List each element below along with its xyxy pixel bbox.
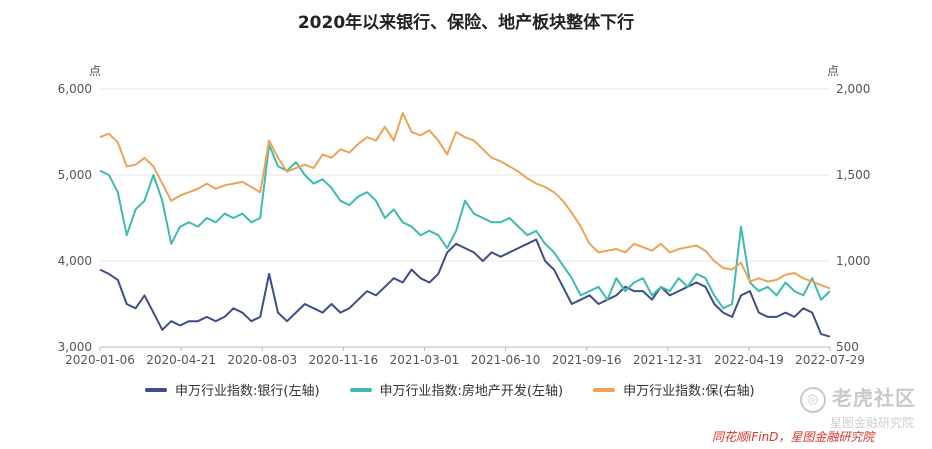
tiger-logo-icon: ◎: [800, 386, 826, 413]
left-tick-label: 6,000: [58, 82, 92, 96]
left-tick-label: 5,000: [58, 168, 92, 182]
x-tick-label: 2020-04-21: [146, 353, 216, 367]
series-line-real-estate: [99, 143, 831, 310]
legend-item-real-estate[interactable]: 申万行业指数:房地产开发(左轴): [349, 380, 564, 399]
x-tick-label: 2020-08-03: [227, 353, 297, 367]
x-tick-label: 2021-12-31: [633, 353, 703, 367]
right-tick-label: 500: [836, 340, 859, 354]
series-line-insurance: [99, 112, 831, 290]
watermark-text: 老虎社区: [832, 386, 916, 410]
x-tick-label: 2020-01-06: [65, 353, 135, 367]
x-tick-label: 2021-06-10: [471, 353, 541, 367]
left-axis-unit: 点: [89, 64, 101, 78]
right-tick-label: 1,000: [836, 254, 870, 268]
legend-label-real-estate: 申万行业指数:房地产开发(左轴): [379, 384, 564, 399]
watermark: ◎ 老虎社区: [800, 382, 916, 413]
legend-label-bank: 申万行业指数:银行(左轴): [175, 384, 320, 399]
right-axis-unit: 点: [827, 64, 839, 78]
chart-legend: 申万行业指数:银行(左轴) 申万行业指数:房地产开发(左轴) 申万行业指数:保(…: [145, 380, 755, 399]
source-note: 同花顺iFinD，星图金融研究院: [712, 430, 875, 444]
x-tick-label: 2020-11-16: [308, 353, 378, 367]
legend-item-insurance[interactable]: 申万行业指数:保(右轴): [593, 380, 755, 399]
x-tick-label: 2021-03-01: [390, 353, 460, 367]
x-tick-label: 2022-04-19: [714, 353, 784, 367]
legend-swatch-insurance: [593, 387, 616, 392]
legend-swatch-real-estate: [349, 387, 372, 392]
right-tick-label: 1,500: [836, 168, 870, 182]
x-tick-label: 2021-09-16: [552, 353, 622, 367]
x-tick-label: 2022-07-29: [795, 353, 865, 367]
watermark-sub: 星图金融研究院: [829, 416, 914, 430]
right-tick-label: 2,000: [836, 82, 870, 96]
left-tick-label: 4,000: [58, 254, 92, 268]
chart-title: 2020年以来银行、保险、地产板块整体下行: [297, 13, 635, 33]
left-tick-label: 3,000: [58, 340, 92, 354]
legend-label-insurance: 申万行业指数:保(右轴): [623, 384, 755, 399]
legend-item-bank[interactable]: 申万行业指数:银行(左轴): [145, 380, 320, 399]
legend-swatch-bank: [145, 387, 167, 392]
series-line-bank: [99, 238, 831, 338]
